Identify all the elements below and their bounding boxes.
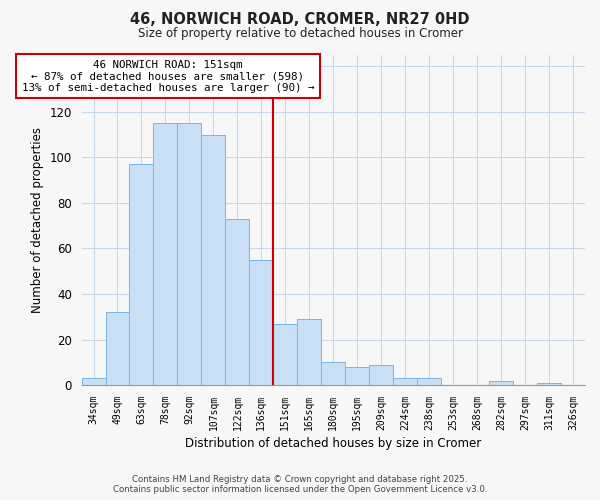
Bar	[154, 124, 178, 385]
X-axis label: Distribution of detached houses by size in Cromer: Distribution of detached houses by size …	[185, 437, 481, 450]
Bar	[345, 367, 369, 385]
Bar	[393, 378, 417, 385]
Bar	[202, 134, 226, 385]
Bar	[537, 383, 561, 385]
Y-axis label: Number of detached properties: Number of detached properties	[31, 127, 44, 313]
Bar	[130, 164, 154, 385]
Bar	[417, 378, 441, 385]
Text: 46 NORWICH ROAD: 151sqm
← 87% of detached houses are smaller (598)
13% of semi-d: 46 NORWICH ROAD: 151sqm ← 87% of detache…	[22, 60, 314, 93]
Text: 46, NORWICH ROAD, CROMER, NR27 0HD: 46, NORWICH ROAD, CROMER, NR27 0HD	[130, 12, 470, 28]
Bar	[82, 378, 106, 385]
Text: Contains HM Land Registry data © Crown copyright and database right 2025.
Contai: Contains HM Land Registry data © Crown c…	[113, 474, 487, 494]
Bar	[321, 362, 345, 385]
Bar	[274, 324, 298, 385]
Bar	[489, 380, 513, 385]
Bar	[369, 364, 393, 385]
Bar	[106, 312, 130, 385]
Bar	[178, 124, 202, 385]
Bar	[226, 219, 250, 385]
Bar	[298, 319, 321, 385]
Bar	[250, 260, 274, 385]
Text: Size of property relative to detached houses in Cromer: Size of property relative to detached ho…	[137, 28, 463, 40]
